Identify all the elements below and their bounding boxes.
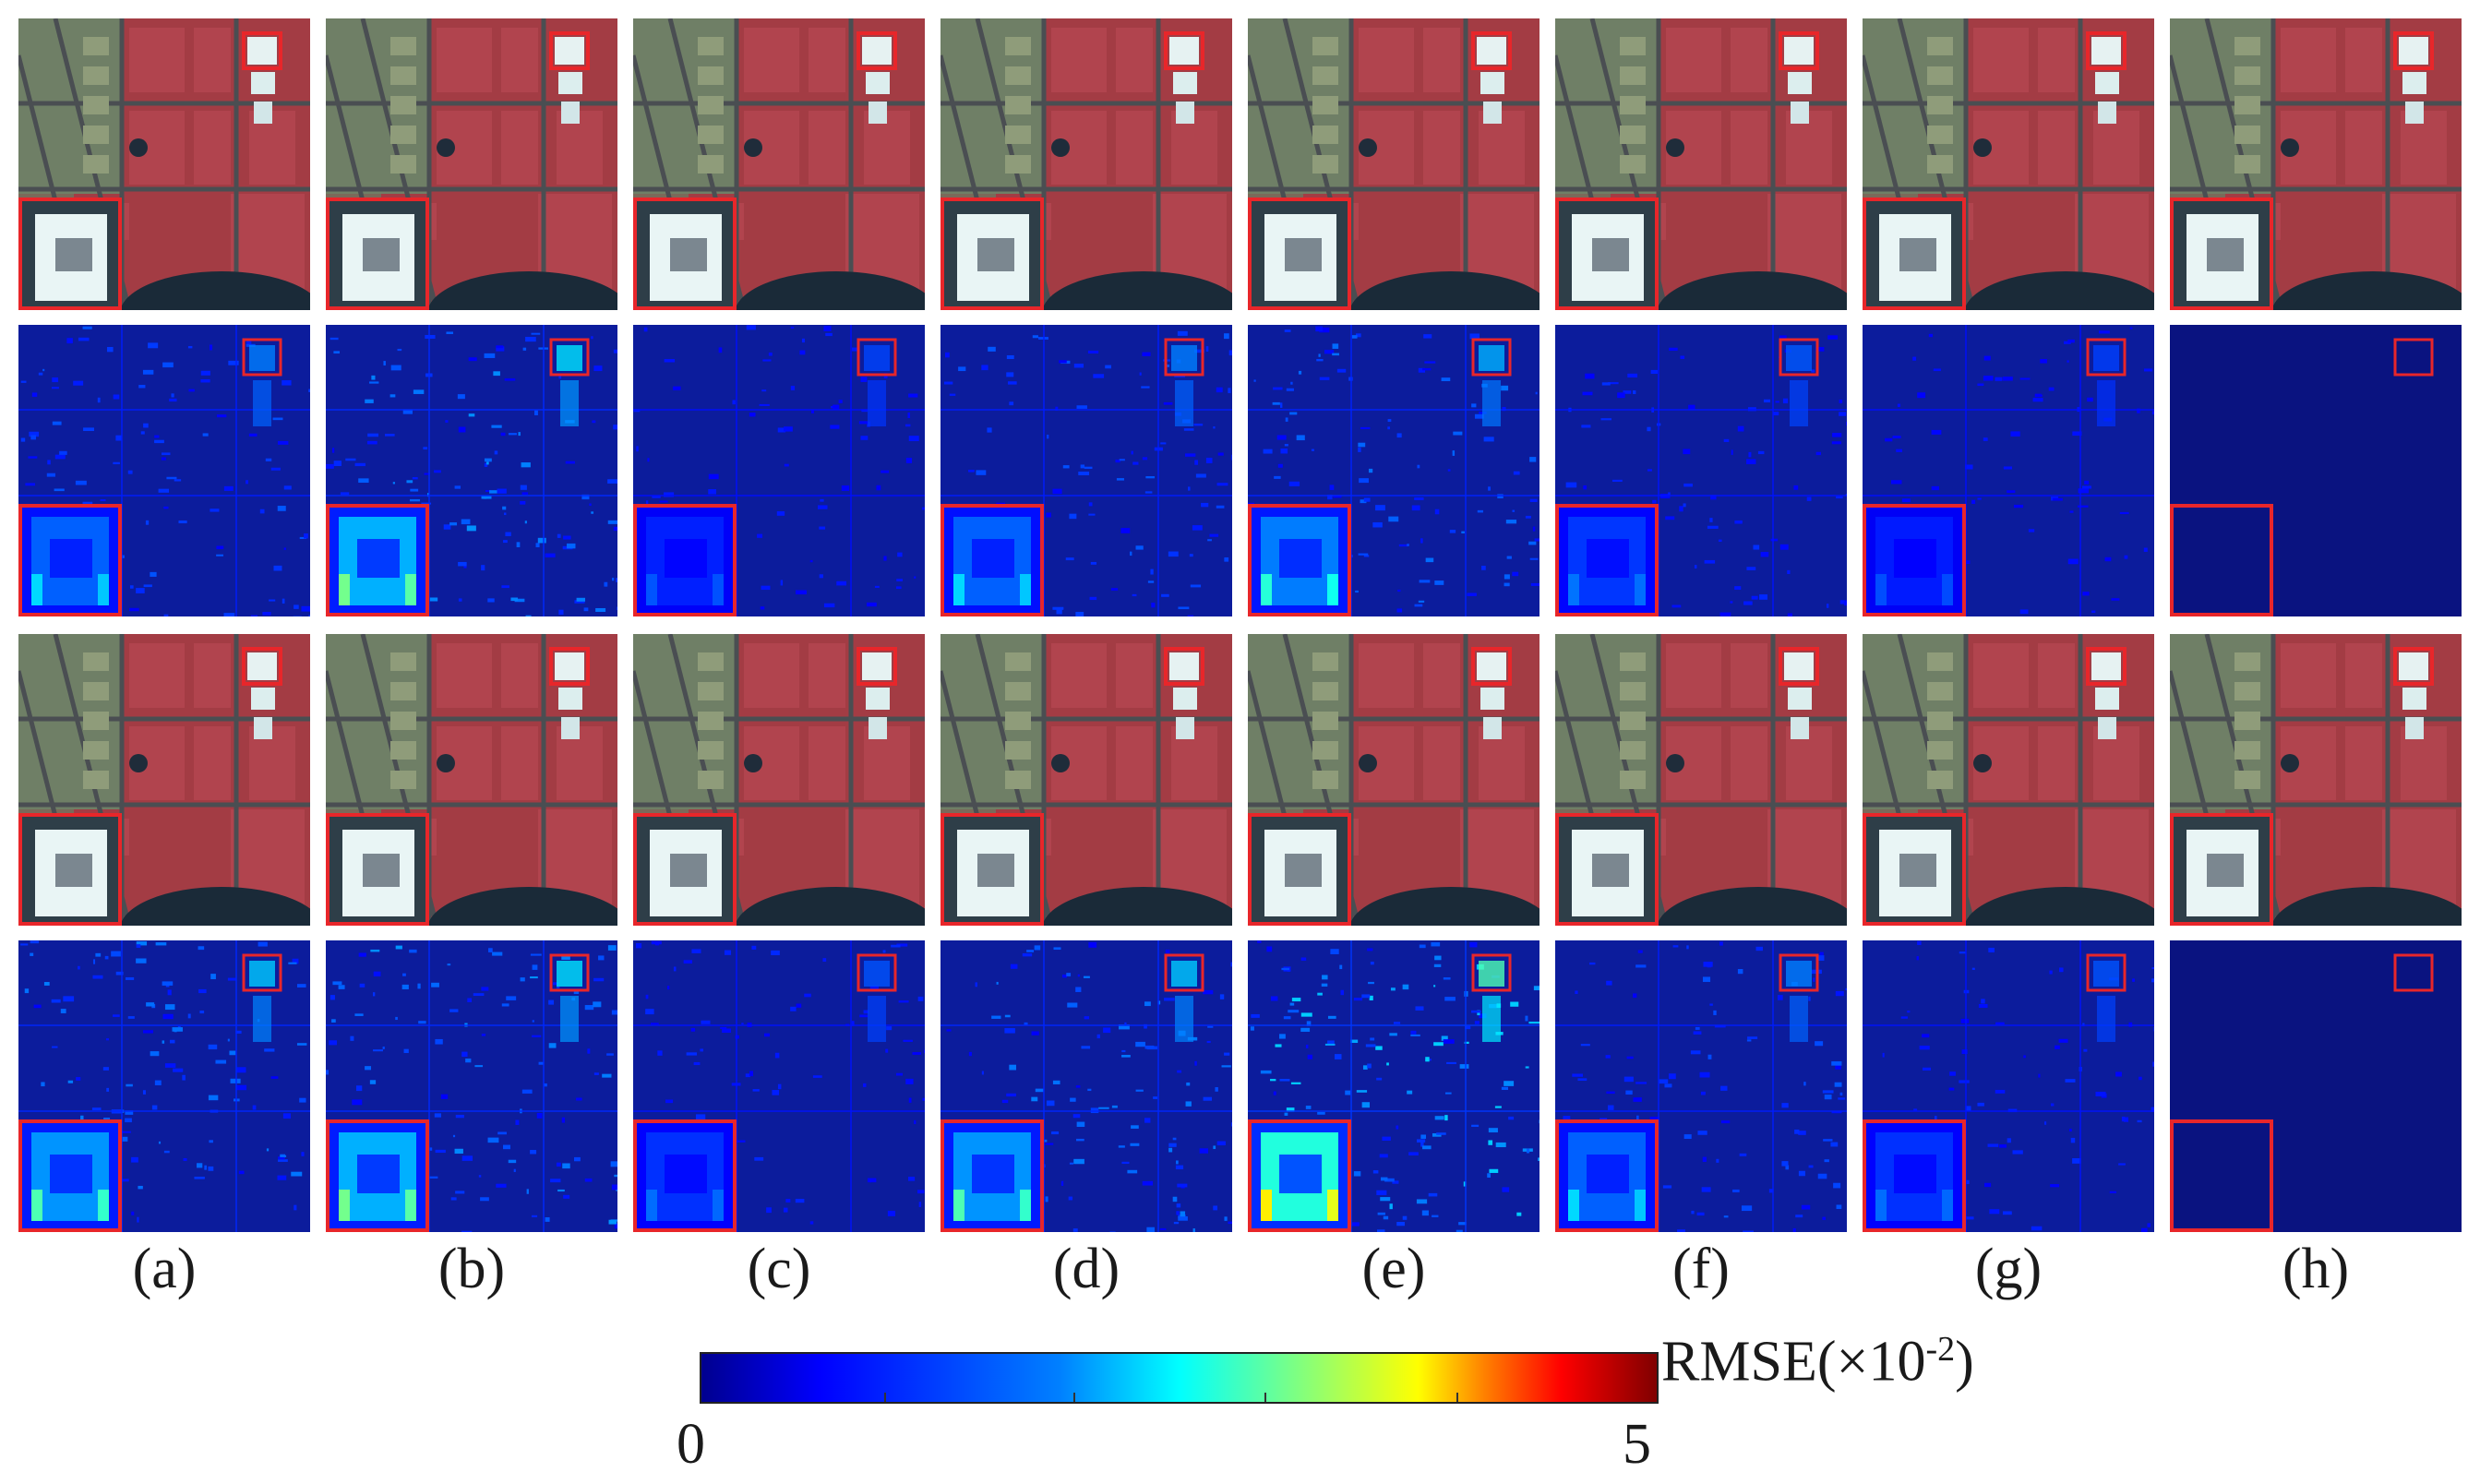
fused-image-row-1-3: [940, 18, 1232, 310]
fused-image: [1863, 634, 2154, 926]
fused-image-row-2-7: [2170, 634, 2462, 926]
fused-image: [18, 18, 310, 310]
fused-image: [1248, 634, 1540, 926]
fused-image-row-1-0: [18, 18, 310, 310]
fused-image-row-1-4: [1248, 18, 1540, 310]
column-label: (f): [1672, 1238, 1730, 1300]
fused-image-row-1-2: [633, 18, 925, 310]
fused-image: [633, 18, 925, 310]
fused-image-row-2-6: [1863, 634, 2154, 926]
fused-image: [1863, 18, 2154, 310]
error-map-row-2-4: [1248, 940, 1540, 1232]
error-map: [1248, 325, 1540, 616]
error-map: [1863, 325, 2154, 616]
error-map-row-2-2: [633, 940, 925, 1232]
column-label: (h): [2282, 1238, 2350, 1300]
error-map: [1555, 940, 1847, 1232]
error-map: [1555, 325, 1847, 616]
error-map: [633, 940, 925, 1232]
fused-image: [940, 18, 1232, 310]
fused-image: [326, 634, 617, 926]
fused-image-row-1-1: [326, 18, 617, 310]
error-map-row-1-7: [2170, 325, 2462, 616]
error-map: [326, 940, 617, 1232]
error-map-row-1-5: [1555, 325, 1847, 616]
colorbar-tick: [1264, 1393, 1266, 1402]
colorbar-tick: [1456, 1393, 1458, 1402]
error-map: [2170, 325, 2462, 616]
error-map-row-2-7: [2170, 940, 2462, 1232]
error-map-row-2-3: [940, 940, 1232, 1232]
error-map: [633, 325, 925, 616]
error-map-row-2-0: [18, 940, 310, 1232]
fused-image: [326, 18, 617, 310]
column-label: (e): [1361, 1238, 1426, 1300]
fused-image: [940, 634, 1232, 926]
column-label: (a): [132, 1238, 197, 1300]
error-map: [1863, 940, 2154, 1232]
error-map: [1248, 940, 1540, 1232]
error-map: [940, 940, 1232, 1232]
fused-image: [2170, 18, 2462, 310]
rmse-colorbar: [700, 1352, 1659, 1404]
fused-image: [1555, 18, 1847, 310]
colorbar-tick: [1073, 1393, 1075, 1402]
fused-image: [1248, 18, 1540, 310]
colorbar-title: RMSE(×10-2): [1661, 1330, 1974, 1394]
fused-image: [2170, 634, 2462, 926]
error-map-row-2-1: [326, 940, 617, 1232]
colorbar-max-label: 5: [1623, 1413, 1651, 1476]
error-map: [18, 940, 310, 1232]
column-label: (d): [1052, 1238, 1120, 1300]
error-map: [18, 325, 310, 616]
error-map: [940, 325, 1232, 616]
fused-image-row-2-2: [633, 634, 925, 926]
colorbar-tick: [884, 1393, 886, 1402]
fused-image-row-2-4: [1248, 634, 1540, 926]
fused-image-row-2-3: [940, 634, 1232, 926]
error-map-row-1-0: [18, 325, 310, 616]
fused-image-row-1-6: [1863, 18, 2154, 310]
fused-image-row-1-5: [1555, 18, 1847, 310]
fused-image-row-2-1: [326, 634, 617, 926]
error-map-row-2-5: [1555, 940, 1847, 1232]
error-map-row-1-6: [1863, 325, 2154, 616]
column-label: (g): [1974, 1238, 2043, 1300]
fused-image: [633, 634, 925, 926]
error-map-row-1-4: [1248, 325, 1540, 616]
column-label: (c): [747, 1238, 811, 1300]
fused-image-row-1-7: [2170, 18, 2462, 310]
fused-image: [18, 634, 310, 926]
column-label: (b): [437, 1238, 506, 1300]
error-map-row-1-1: [326, 325, 617, 616]
colorbar-min-label: 0: [677, 1413, 705, 1476]
error-map: [326, 325, 617, 616]
error-map: [2170, 940, 2462, 1232]
error-map-row-2-6: [1863, 940, 2154, 1232]
fused-image-row-2-0: [18, 634, 310, 926]
fused-image-row-2-5: [1555, 634, 1847, 926]
fused-image: [1555, 634, 1847, 926]
error-map-row-1-2: [633, 325, 925, 616]
error-map-row-1-3: [940, 325, 1232, 616]
